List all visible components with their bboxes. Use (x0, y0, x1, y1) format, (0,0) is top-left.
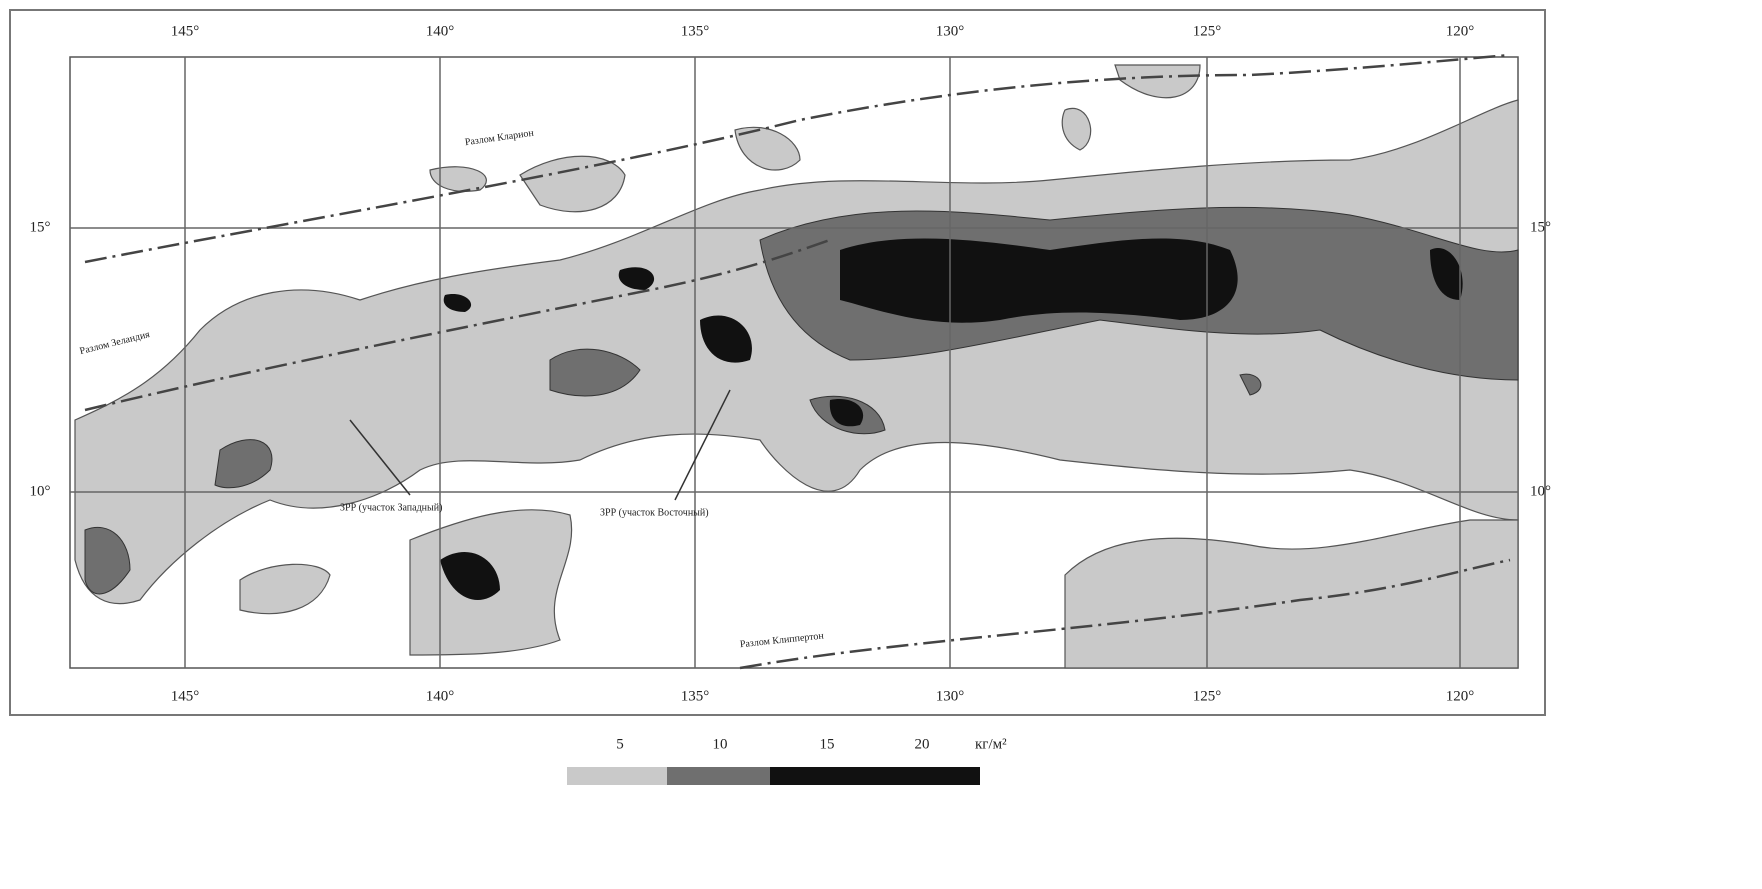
lon-label: 120° (1446, 688, 1475, 704)
legend-tick: 5 (616, 736, 624, 752)
legend-swatch (667, 767, 770, 785)
lon-label: 125° (1193, 688, 1222, 704)
legend-unit: кг/м² (975, 736, 1007, 752)
lat-label: 15° (1530, 219, 1551, 235)
area-label: ЗРР (участок Западный) (340, 502, 442, 513)
lon-label: 130° (936, 23, 965, 39)
legend: 5 10 15 20 кг/м² (567, 736, 1007, 785)
map: 145° 140° 135° 130° 125° 120° 145° 140° … (0, 0, 1762, 884)
lon-label: 135° (681, 23, 710, 39)
lon-label: 140° (426, 688, 455, 704)
legend-tick: 15 (820, 736, 835, 752)
lat-label: 15° (30, 219, 51, 235)
lon-label: 125° (1193, 23, 1222, 39)
area-label: ЗРР (участок Восточный) (600, 507, 709, 518)
lon-label: 130° (936, 688, 965, 704)
legend-swatch (567, 767, 667, 785)
lon-label: 140° (426, 23, 455, 39)
legend-swatch (770, 767, 980, 785)
lon-label: 145° (171, 23, 200, 39)
lat-label: 10° (30, 483, 51, 499)
lat-label: 10° (1530, 483, 1551, 499)
legend-tick: 10 (713, 736, 728, 752)
lon-label: 120° (1446, 23, 1475, 39)
legend-tick: 20 (915, 736, 930, 752)
lon-label: 145° (171, 688, 200, 704)
lon-label: 135° (681, 688, 710, 704)
